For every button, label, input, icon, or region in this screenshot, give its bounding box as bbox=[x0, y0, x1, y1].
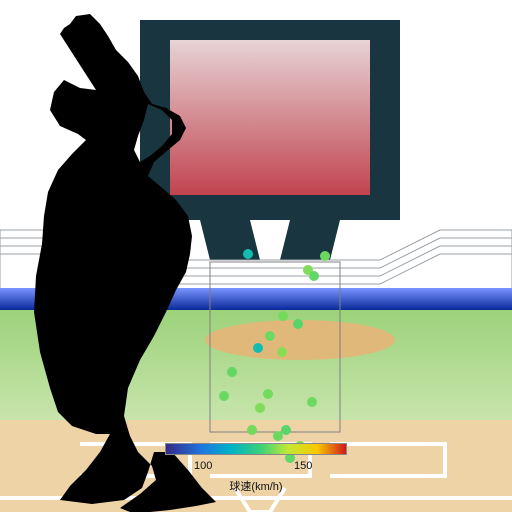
scoreboard-leg bbox=[280, 220, 340, 260]
pitch-dot bbox=[243, 249, 253, 259]
pitch-dot bbox=[265, 331, 275, 341]
colorbar-axis-label: 球速(km/h) bbox=[0, 478, 512, 494]
pitch-dot bbox=[307, 397, 317, 407]
pitch-dot bbox=[293, 319, 303, 329]
pitch-dot bbox=[281, 425, 291, 435]
colorbar bbox=[165, 443, 347, 455]
pitch-location-chart: 100 150 球速(km/h) bbox=[0, 0, 512, 512]
pitch-dot bbox=[277, 347, 287, 357]
scene-svg bbox=[0, 0, 512, 512]
colorbar-tick-label: 100 bbox=[194, 460, 212, 472]
pitch-dot bbox=[278, 311, 288, 321]
pitch-dot bbox=[247, 425, 257, 435]
pitch-dot bbox=[255, 403, 265, 413]
pitch-dot bbox=[219, 391, 229, 401]
colorbar-ticks: 100 150 bbox=[0, 460, 512, 477]
pitch-dot bbox=[320, 251, 330, 261]
colorbar-tick-label: 150 bbox=[294, 460, 312, 472]
pitch-dot bbox=[309, 271, 319, 281]
pitch-dot bbox=[227, 367, 237, 377]
scoreboard-screen bbox=[170, 40, 370, 195]
colorbar-legend: 100 150 球速(km/h) bbox=[0, 440, 512, 494]
pitch-dot bbox=[263, 389, 273, 399]
pitch-dot bbox=[253, 343, 263, 353]
